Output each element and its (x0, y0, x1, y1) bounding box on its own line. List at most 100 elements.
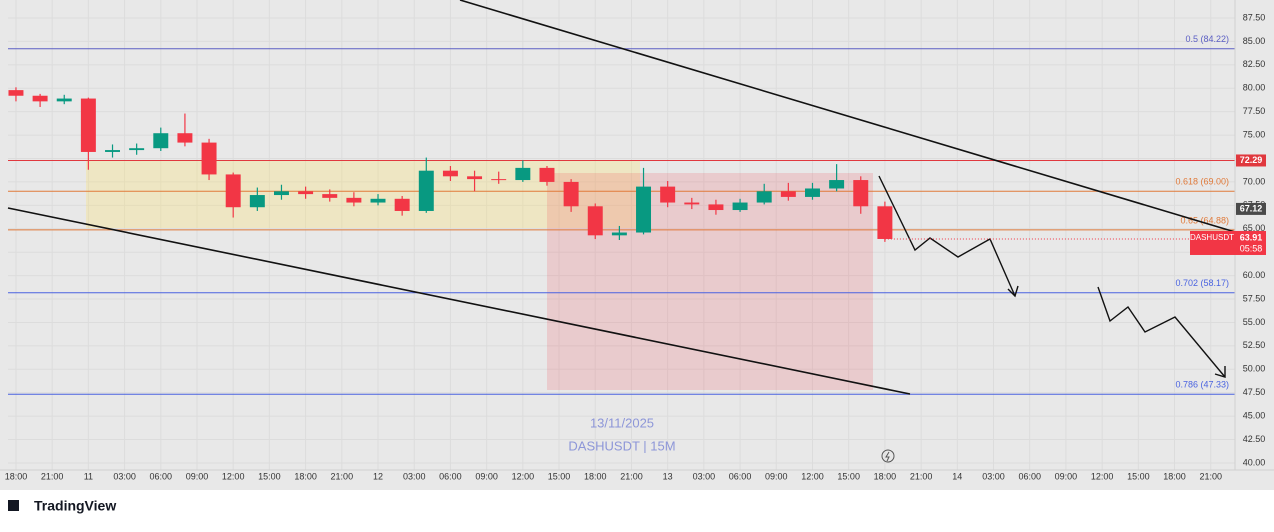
candle-body (418, 170, 434, 211)
x-tick-label: 09:00 (475, 471, 498, 481)
candle-body (829, 180, 845, 189)
x-tick-label: 21:00 (331, 471, 354, 481)
candle-body (442, 170, 458, 177)
candle-body (587, 206, 603, 236)
y-tick-label: 75.00 (1243, 129, 1266, 139)
y-tick-label: 87.50 (1243, 12, 1266, 22)
candle-body (322, 194, 338, 198)
x-tick-label: 03:00 (403, 471, 426, 481)
chart-background (0, 0, 1274, 490)
brand-name: TradingView (34, 498, 116, 514)
candle-body (732, 202, 748, 211)
x-tick-label: 06:00 (729, 471, 752, 481)
candle-body (273, 191, 289, 196)
level-label: 0.65 (64.88) (1180, 215, 1229, 225)
candle-body (153, 133, 169, 149)
level-label: 0.5 (84.22) (1185, 34, 1229, 44)
x-tick-label: 12:00 (512, 471, 535, 481)
x-tick-label: 13 (663, 471, 673, 481)
candle-body (636, 186, 652, 233)
candle-body (611, 232, 627, 236)
candle-body (491, 179, 507, 181)
projection-path (878, 175, 1016, 297)
x-tick-label: 09:00 (1055, 471, 1078, 481)
x-tick-label: 09:00 (186, 471, 209, 481)
y-tick-label: 57.50 (1243, 293, 1266, 303)
arrow-head (1214, 366, 1226, 378)
candle-body (467, 176, 483, 180)
price-tag-label: 67.12 (1240, 203, 1263, 213)
brand-logo (8, 500, 19, 511)
x-tick-label: 15:00 (837, 471, 860, 481)
level-label: 0.618 (69.00) (1175, 177, 1229, 187)
candle-body (298, 191, 314, 195)
price-tag-label: 72.29 (1240, 155, 1263, 165)
x-tick-label: 06:00 (150, 471, 173, 481)
y-tick-label: 65.00 (1243, 223, 1266, 233)
trend-line (459, 0, 1236, 233)
candle-body (660, 186, 676, 203)
axes: 40.00 42.50 45.00 47.50 50.00 52.50 55.00 57.50… (5, 12, 1266, 481)
x-tick-label: 15:00 (1127, 471, 1150, 481)
y-tick-label: 40.00 (1243, 457, 1266, 467)
x-tick-label: 12:00 (1091, 471, 1114, 481)
y-tick-label: 47.50 (1243, 387, 1266, 397)
candle-body (515, 167, 531, 181)
candle-body (708, 204, 724, 211)
x-tick-label: 21:00 (41, 471, 64, 481)
x-tick-label: 21:00 (620, 471, 643, 481)
y-tick-label: 85.00 (1243, 36, 1266, 46)
candle-body (539, 167, 555, 182)
y-tick-label: 45.00 (1243, 411, 1266, 421)
last-price-tag (1190, 230, 1266, 255)
watermark-date: 13/11/2025 (590, 415, 654, 430)
candle-body (394, 198, 410, 211)
candle-body (877, 206, 893, 239)
candle-body (32, 95, 48, 102)
x-tick-label: 11 (84, 471, 93, 481)
candle-body (780, 191, 796, 197)
y-tick-label: 42.50 (1243, 434, 1266, 444)
y-tick-label: 82.50 (1243, 59, 1266, 69)
candle-body (684, 202, 700, 205)
y-tick-label: 52.50 (1243, 340, 1266, 350)
x-tick-label: 03:00 (693, 471, 716, 481)
x-tick-label: 18:00 (5, 471, 28, 481)
x-tick-label: 03:00 (982, 471, 1005, 481)
event-icon[interactable] (881, 449, 895, 463)
candle-body (249, 195, 265, 208)
grid (8, 0, 1235, 470)
x-tick-label: 06:00 (1018, 471, 1041, 481)
levels: 0.5 (84.22) 0.618 (69.00) 0.65 (64.88) 0.70… (8, 34, 1235, 395)
candle-body (346, 197, 362, 203)
event-icon-bolt (885, 451, 890, 462)
x-tick-label: 12:00 (801, 471, 824, 481)
x-tick-label: 15:00 (258, 471, 281, 481)
x-tick-label: 09:00 (765, 471, 788, 481)
projection-path (1097, 286, 1226, 378)
trend-line (7, 207, 911, 395)
candle-body (756, 191, 772, 203)
x-tick-label: 03:00 (113, 471, 136, 481)
x-tick-label: 18:00 (294, 471, 317, 481)
candle-body (8, 90, 24, 96)
y-tick-label: 70.00 (1243, 176, 1266, 186)
watermark-symbol: DASHUSDT | 15M (568, 438, 675, 453)
countdown: 05:58 (1240, 243, 1263, 253)
x-tick-label: 18:00 (1163, 471, 1186, 481)
candle-body (563, 181, 579, 207)
candle-body (853, 180, 869, 207)
y-tick-label: 77.50 (1243, 106, 1266, 116)
candle-body (177, 133, 193, 143)
x-tick-label: 21:00 (910, 471, 933, 481)
candle-body (80, 98, 96, 152)
level-label: 0.786 (47.33) (1175, 380, 1229, 390)
arrow-head (1007, 285, 1019, 298)
candle-body (105, 150, 120, 152)
price-tag (1236, 202, 1266, 215)
x-tick-label: 06:00 (439, 471, 462, 481)
candle-body (370, 198, 386, 203)
x-tick-label: 18:00 (584, 471, 607, 481)
